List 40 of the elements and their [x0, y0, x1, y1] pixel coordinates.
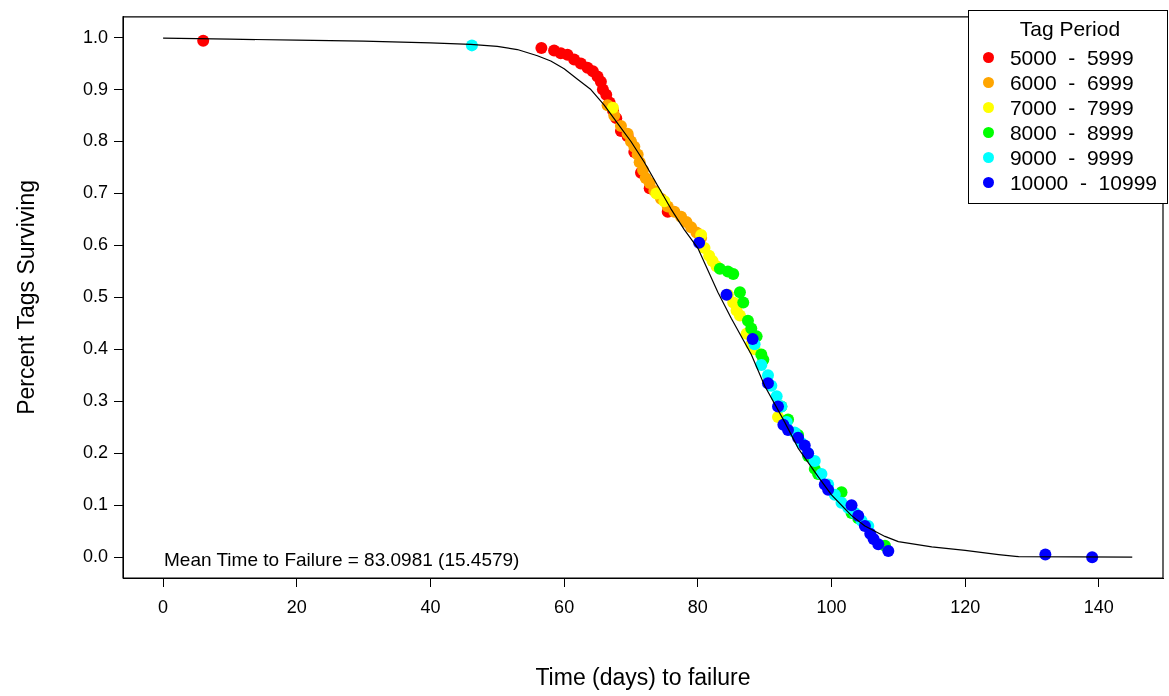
point [737, 296, 750, 309]
x-tick-label: 0 [158, 596, 169, 617]
point [755, 358, 768, 371]
y-tick-label: 0.4 [82, 338, 108, 359]
annotation: Mean Time to Failure = 83.0981 (15.4579) [164, 549, 520, 570]
x-tick-label: 120 [950, 596, 981, 617]
x-axis-title: Time (days) to failure [535, 663, 751, 690]
y-tick-label: 0.7 [82, 182, 108, 203]
x-tick-label: 140 [1083, 596, 1114, 617]
point [746, 332, 759, 345]
y-tick-label: 0.2 [82, 442, 108, 463]
legend-label: 5000 - 5999 [1009, 45, 1134, 70]
x-tick-label: 40 [420, 596, 441, 617]
y-tick-label: 0.5 [82, 286, 108, 307]
x-tick-label: 20 [286, 596, 307, 617]
legend-title: Tag Period [1018, 17, 1122, 41]
point [733, 286, 746, 299]
point [727, 268, 740, 281]
point [872, 538, 885, 551]
legend-label: 8000 - 8999 [1009, 120, 1134, 145]
y-tick-label: 0.9 [82, 78, 108, 99]
y-tick-label: 0.8 [82, 130, 108, 151]
point [761, 377, 774, 390]
point [770, 390, 783, 403]
legend-label: 9000 - 9999 [1009, 145, 1134, 170]
legend-label: 10000 - 10999 [1009, 170, 1157, 195]
y-axis-title: Percent Tags Surviving [13, 179, 40, 415]
y-tick-label: 0.1 [82, 494, 108, 515]
y-tick-label: 0.0 [82, 546, 108, 567]
point [535, 41, 548, 54]
point [808, 455, 821, 468]
y-tick-label: 1.0 [82, 26, 108, 47]
y-tick-label: 0.3 [82, 390, 108, 411]
x-tick-label: 100 [816, 596, 847, 617]
legend-label: 6000 - 6999 [1009, 70, 1134, 95]
legend-label: 7000 - 7999 [1009, 95, 1134, 120]
y-tick-label: 0.6 [82, 234, 108, 255]
x-tick-label: 80 [687, 596, 708, 617]
x-tick-label: 60 [554, 596, 575, 617]
point [882, 544, 895, 557]
